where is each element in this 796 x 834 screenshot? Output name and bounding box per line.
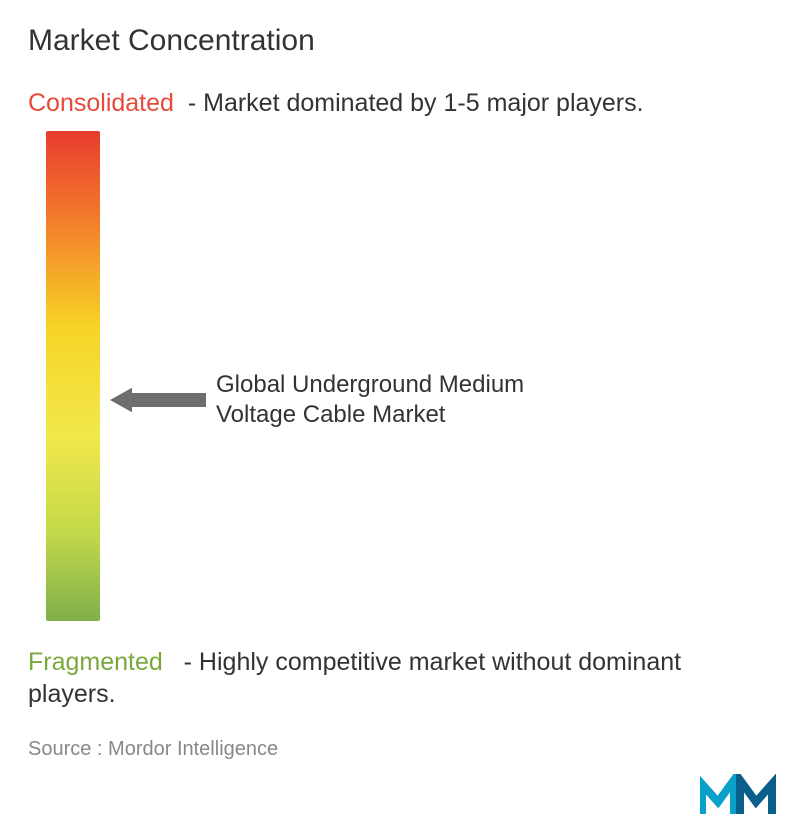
arrow-left-icon (110, 385, 206, 415)
consolidated-desc-text: - Market dominated by 1-5 major players. (188, 89, 644, 117)
fragmented-description: Fragmented - Highly competitive market w… (28, 647, 768, 710)
consolidated-text (181, 89, 188, 117)
concentration-scale: Global Underground Medium Voltage Cable … (28, 131, 768, 631)
fragmented-term: Fragmented (28, 648, 163, 676)
gradient-bar (46, 131, 100, 621)
consolidated-term: Consolidated (28, 89, 174, 117)
market-position-label: Global Underground Medium Voltage Cable … (216, 370, 556, 430)
market-position-marker: Global Underground Medium Voltage Cable … (110, 370, 556, 430)
fragmented-text (170, 648, 184, 676)
consolidated-description: Consolidated - Market dominated by 1-5 m… (28, 88, 768, 119)
source-attribution: Source : Mordor Intelligence (28, 738, 768, 761)
mordor-logo-icon (700, 774, 778, 818)
page-title: Market Concentration (28, 24, 768, 58)
